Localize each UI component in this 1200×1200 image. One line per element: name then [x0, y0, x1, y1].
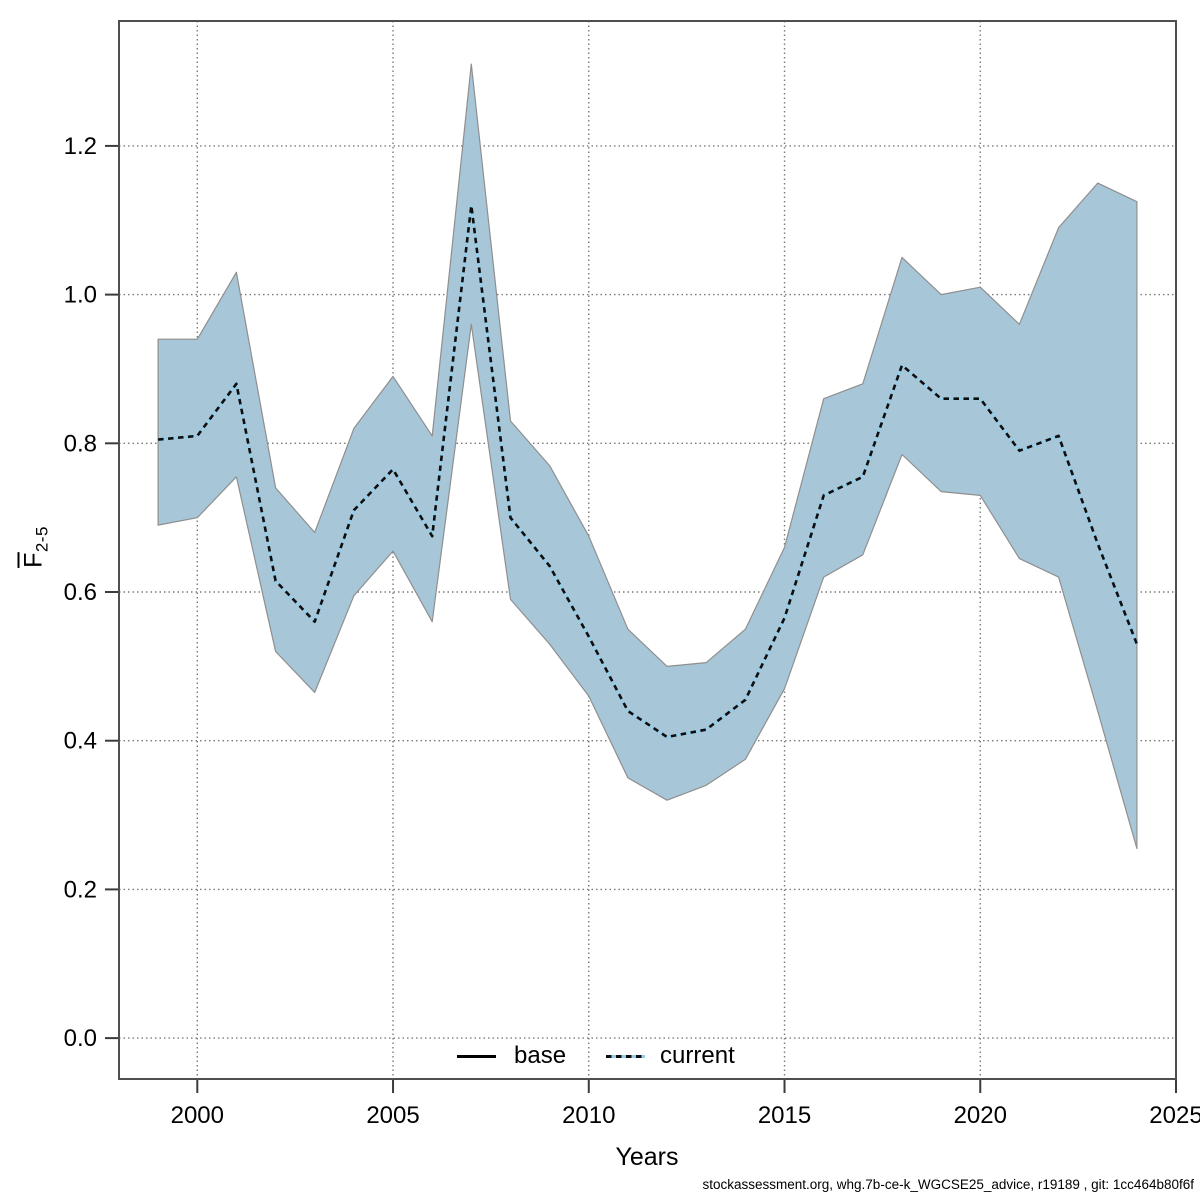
legend-current-line-sample: [606, 1054, 646, 1058]
x-tick-labels: 2000 2005 2010 2015 2020 2025: [171, 1102, 1200, 1129]
plot-frame: [118, 20, 1177, 1080]
x-tick-label: 2010: [562, 1102, 615, 1129]
x-tick-label: 2020: [954, 1102, 1007, 1129]
y-axis-title-subscript: 2-5: [32, 526, 52, 553]
y-axis-title-letter: F: [19, 552, 48, 568]
y-tick-label: 0.2: [64, 876, 97, 903]
y-tick-label: 0.6: [64, 579, 97, 606]
y-axis-title: F2-5: [20, 526, 53, 568]
x-tick-label: 2015: [758, 1102, 811, 1129]
legend-base-label: base: [514, 1042, 567, 1069]
y-tick-labels: 0.0 0.2 0.4 0.6 0.8 1.0 1.2: [64, 133, 97, 1052]
tick-marks: [105, 144, 1177, 1093]
x-tick-label: 2000: [171, 1102, 224, 1129]
current-line: [157, 204, 1139, 739]
y-tick-label: 0.8: [64, 430, 97, 457]
y-tick-label: 0.0: [64, 1025, 97, 1052]
y-tick-label: 1.2: [64, 133, 97, 160]
x-tick-label: 2005: [366, 1102, 419, 1129]
legend: base current: [457, 1042, 735, 1070]
footer-caption: stockassessment.org, whg.7b-ce-k_WGCSE25…: [702, 1177, 1194, 1192]
x-tick-label: 2025: [1149, 1102, 1200, 1129]
x-axis-title: Years: [615, 1143, 679, 1171]
confidence-band: [157, 63, 1138, 850]
y-tick-label: 1.0: [64, 282, 97, 309]
legend-base-line-sample: [457, 1054, 496, 1058]
legend-current-label: current: [660, 1042, 735, 1069]
y-tick-label: 0.4: [64, 728, 97, 755]
